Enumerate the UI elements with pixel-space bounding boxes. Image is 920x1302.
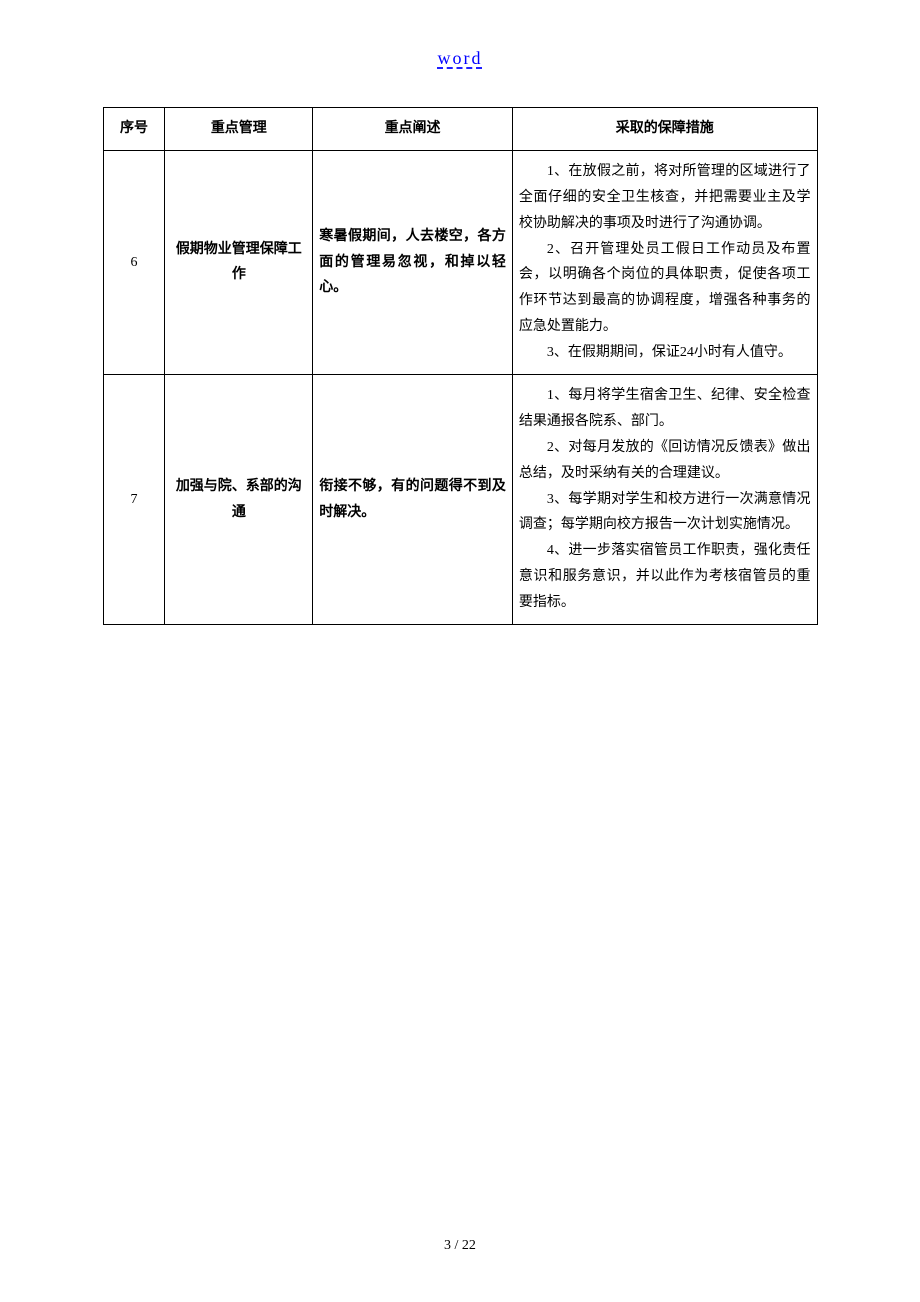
page-header: word — [0, 0, 920, 99]
cell-mgmt: 假期物业管理保障工作 — [165, 150, 313, 374]
measure-item: 3、每学期对学生和校方进行一次满意情况调查；每学期向校方报告一次计划实施情况。 — [519, 487, 811, 539]
table-header-row: 序号 重点管理 重点阐述 采取的保障措施 — [103, 108, 817, 151]
content-table: 序号 重点管理 重点阐述 采取的保障措施 6 假期物业管理保障工作 寒暑假期间，… — [103, 107, 818, 625]
measure-item: 2、召开管理处员工假日工作动员及布置会，以明确各个岗位的具体职责，促使各项工作环… — [519, 237, 811, 341]
measure-item: 3、在假期期间，保证24小时有人值守。 — [519, 340, 811, 366]
header-link: word — [438, 48, 483, 68]
header-measure: 采取的保障措施 — [512, 108, 817, 151]
cell-desc: 衔接不够，有的问题得不到及时解决。 — [313, 375, 513, 625]
measure-item: 2、对每月发放的《回访情况反馈表》做出总结，及时采纳有关的合理建议。 — [519, 435, 811, 487]
measure-item: 4、进一步落实宿管员工作职责，强化责任意识和服务意识，并以此作为考核宿管员的重要… — [519, 538, 811, 616]
cell-measure: 1、每月将学生宿舍卫生、纪律、安全检查结果通报各院系、部门。 2、对每月发放的《… — [512, 375, 817, 625]
cell-measure: 1、在放假之前，将对所管理的区域进行了全面仔细的安全卫生核查，并把需要业主及学校… — [512, 150, 817, 374]
header-desc: 重点阐述 — [313, 108, 513, 151]
page-footer: 3 / 22 — [0, 1238, 920, 1254]
cell-mgmt: 加强与院、系部的沟通 — [165, 375, 313, 625]
table-row: 6 假期物业管理保障工作 寒暑假期间，人去楼空，各方面的管理易忽视，和掉以轻心。… — [103, 150, 817, 374]
header-seq: 序号 — [103, 108, 165, 151]
measure-item: 1、在放假之前，将对所管理的区域进行了全面仔细的安全卫生核查，并把需要业主及学校… — [519, 159, 811, 237]
measure-item: 1、每月将学生宿舍卫生、纪律、安全检查结果通报各院系、部门。 — [519, 383, 811, 435]
cell-seq: 7 — [103, 375, 165, 625]
table-row: 7 加强与院、系部的沟通 衔接不够，有的问题得不到及时解决。 1、每月将学生宿舍… — [103, 375, 817, 625]
page-number: 3 / 22 — [444, 1238, 476, 1253]
cell-seq: 6 — [103, 150, 165, 374]
header-mgmt: 重点管理 — [165, 108, 313, 151]
cell-desc: 寒暑假期间，人去楼空，各方面的管理易忽视，和掉以轻心。 — [313, 150, 513, 374]
